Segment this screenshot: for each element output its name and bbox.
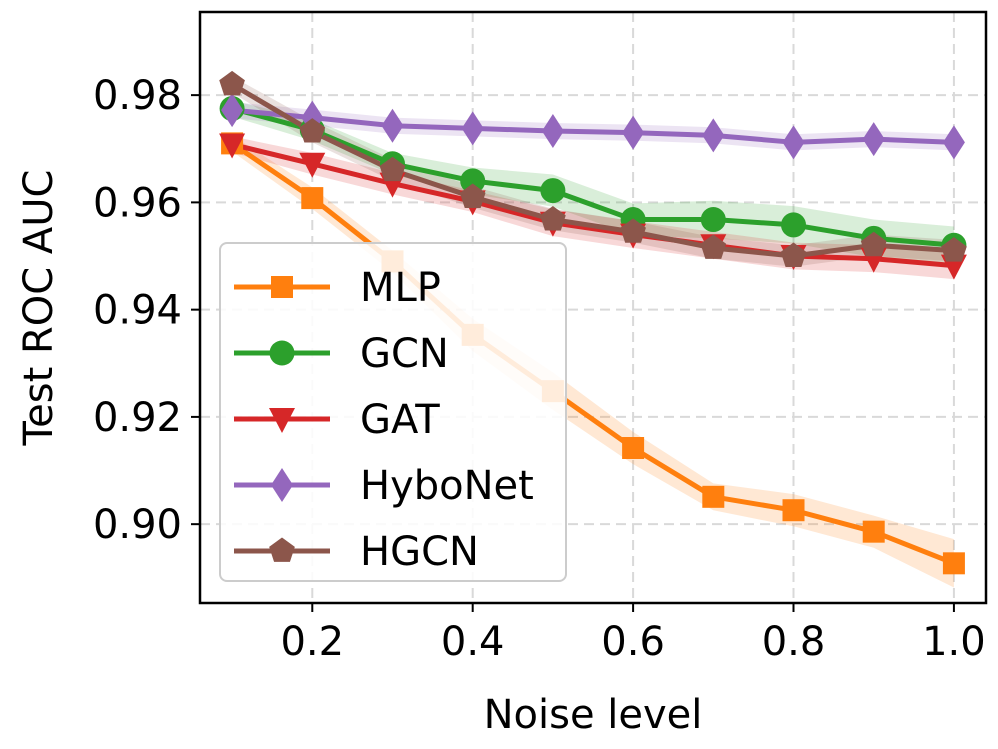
x-axis-ticks: 0.2 0.4 0.6 0.8 1.0 — [280, 603, 986, 665]
legend-marker-hgcn — [269, 537, 295, 562]
point-hgcn — [459, 183, 486, 208]
point-hgcn — [860, 231, 887, 257]
x-axis-label: Noise level — [484, 692, 703, 738]
point-hybonet — [541, 114, 564, 149]
point-gcn — [781, 212, 807, 238]
legend-label-hybonet: HyboNet — [360, 463, 534, 509]
legend-marker-mlp — [271, 276, 293, 298]
legend-box — [219, 242, 567, 582]
point-mlp — [301, 187, 324, 210]
point-gat — [299, 152, 326, 178]
y-axis-label: Test ROC AUC — [16, 170, 62, 447]
y-tick-label: 0.90 — [93, 502, 182, 548]
point-hybonet — [942, 125, 965, 160]
point-hgcn — [620, 218, 646, 243]
point-mlp — [862, 520, 885, 543]
legend-label-hgcn: HGCN — [360, 529, 479, 575]
legend-marker-gat — [269, 408, 295, 433]
x-tick-label: 1.0 — [922, 619, 986, 665]
point-hybonet — [862, 122, 885, 157]
y-axis-ticks: 0.90 0.92 0.94 0.96 0.98 — [93, 73, 200, 548]
legend-label-gcn: GCN — [360, 331, 449, 377]
legend-label-mlp: MLP — [360, 265, 441, 311]
line-gcn — [231, 106, 955, 248]
y-tick-label: 0.98 — [93, 73, 182, 119]
legend: MLP GCN GAT HyboNet HGCN — [219, 242, 567, 582]
x-tick-label: 0.2 — [280, 619, 344, 665]
y-tick-label: 0.94 — [93, 288, 182, 334]
point-hybonet — [381, 108, 404, 143]
line-hgcn — [230, 82, 955, 259]
plot-frame — [198, 10, 988, 605]
point-mlp — [702, 485, 725, 508]
point-hgcn — [219, 70, 245, 96]
point-gcn — [700, 207, 726, 233]
series-markers — [219, 70, 967, 575]
point-hgcn — [379, 156, 406, 182]
point-gat — [219, 133, 246, 159]
x-tick-label: 0.4 — [441, 619, 505, 665]
point-hgcn — [540, 206, 566, 231]
point-hgcn — [700, 234, 727, 259]
point-gcn — [540, 178, 566, 204]
x-tick-label: 0.6 — [601, 619, 665, 665]
legend-marker-gcn — [269, 340, 295, 366]
y-tick-label: 0.96 — [93, 180, 182, 226]
legend-marker-hybonet — [271, 468, 293, 502]
point-hgcn — [941, 237, 967, 262]
series-lines — [230, 82, 955, 566]
line-mlp — [230, 141, 955, 566]
point-mlp — [622, 437, 645, 460]
point-hybonet — [461, 111, 484, 146]
point-mlp — [782, 499, 805, 522]
point-hybonet — [622, 115, 645, 150]
point-hgcn — [299, 118, 326, 143]
band-gat — [232, 136, 954, 280]
legend-label-gat: GAT — [360, 397, 440, 443]
y-tick-label: 0.92 — [93, 395, 182, 441]
point-hybonet — [221, 93, 244, 128]
point-mlp — [942, 552, 965, 575]
point-hybonet — [702, 118, 725, 153]
point-hybonet — [782, 125, 805, 160]
line-hybonet — [231, 107, 955, 145]
x-tick-label: 0.8 — [762, 619, 826, 665]
point-gcn — [460, 168, 486, 194]
line-gat — [231, 142, 955, 269]
point-hgcn — [780, 242, 807, 267]
